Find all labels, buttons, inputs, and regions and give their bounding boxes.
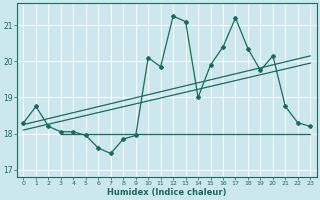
- X-axis label: Humidex (Indice chaleur): Humidex (Indice chaleur): [107, 188, 227, 197]
